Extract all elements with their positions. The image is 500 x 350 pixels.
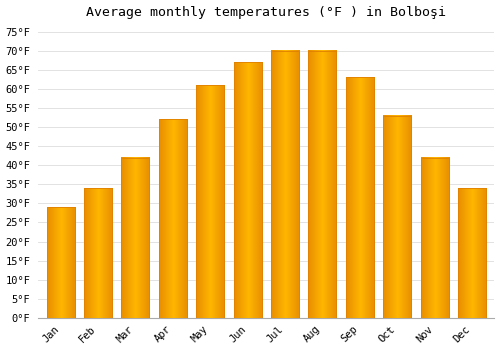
Bar: [159, 119, 187, 318]
Bar: [271, 51, 299, 318]
Bar: [308, 51, 336, 318]
Bar: [346, 77, 374, 318]
Bar: [84, 188, 112, 318]
Bar: [122, 158, 150, 318]
Bar: [458, 188, 486, 318]
Bar: [46, 207, 74, 318]
Bar: [383, 116, 411, 318]
Bar: [196, 85, 224, 318]
Title: Average monthly temperatures (°F ) in Bolboşi: Average monthly temperatures (°F ) in Bo…: [86, 6, 446, 19]
Bar: [420, 158, 448, 318]
Bar: [234, 62, 262, 318]
